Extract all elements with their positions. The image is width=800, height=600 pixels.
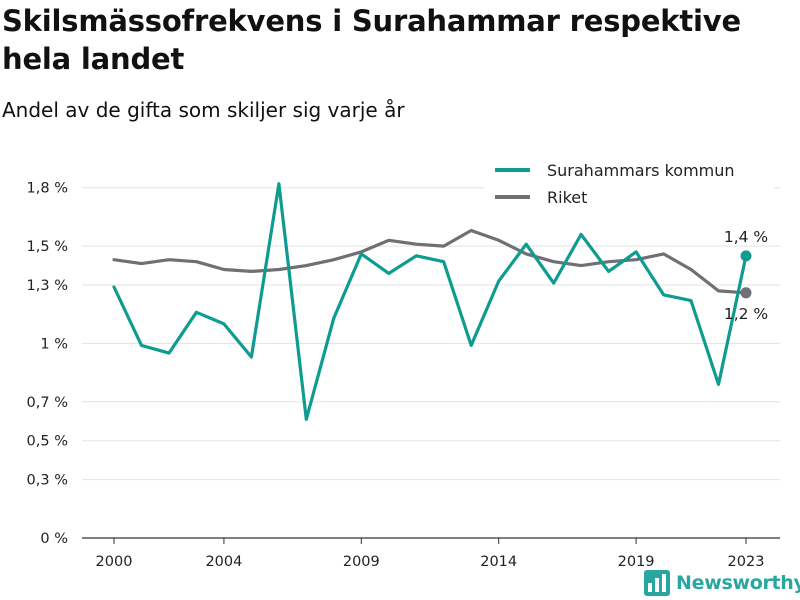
series-line-riket <box>112 228 748 295</box>
axis-layer: 0 % 0,3 % 0,5 % 0,7 % 1 % 1,3 % 1,5 % 1,8 % 2000… <box>27 181 780 570</box>
end-label-surahammar: 1,4 % <box>724 228 768 246</box>
newsworthy-brand[interactable]: Newsworthy <box>644 568 800 598</box>
legend-label: Riket <box>547 188 587 207</box>
y-tick-label: 1,8 % <box>27 181 68 197</box>
y-tick-label: 0,5 % <box>27 434 68 450</box>
series-end-marker <box>740 250 752 262</box>
x-tick-label: 2023 <box>728 554 765 570</box>
series-end-marker <box>740 287 752 299</box>
chart-title: Skilsmässofrekvens i Surahammar respekti… <box>2 4 741 76</box>
y-tick-label: 0,7 % <box>27 395 68 411</box>
y-tick-label: 0,3 % <box>27 473 68 489</box>
legend: Surahammars kommun Riket <box>484 154 774 212</box>
end-label-riket: 1,2 % <box>724 305 768 323</box>
grid-layer <box>82 187 780 481</box>
series-layer: 1,4 % 1,2 % <box>112 182 768 421</box>
x-tick-label: 2014 <box>480 554 517 570</box>
y-tick-label: 0 % <box>40 531 68 547</box>
series-line-surahammar <box>112 182 748 421</box>
x-tick-label: 2000 <box>96 554 133 570</box>
y-tick-label: 1,5 % <box>27 239 68 255</box>
y-tick-label: 1,3 % <box>27 278 68 294</box>
legend-label: Surahammars kommun <box>547 161 735 180</box>
legend-background <box>484 154 774 212</box>
x-tick-label: 2009 <box>343 554 380 570</box>
x-tick-label: 2019 <box>618 554 655 570</box>
bar-chart-logo-icon <box>644 570 670 596</box>
x-tick-label: 2004 <box>205 554 242 570</box>
chart-subtitle: Andel av de gifta som skiljer sig varje … <box>2 98 405 122</box>
brand-name: Newsworthy <box>676 572 800 594</box>
y-tick-label: 1 % <box>40 336 68 352</box>
